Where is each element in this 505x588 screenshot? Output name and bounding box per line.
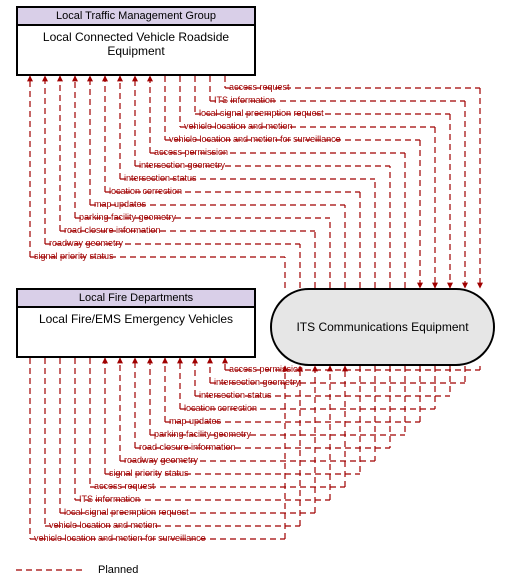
flow-label: location correction bbox=[109, 186, 182, 196]
node-top-header: Local Traffic Management Group bbox=[18, 8, 254, 26]
flow-label: access request bbox=[229, 82, 290, 92]
flow-label: access request bbox=[94, 481, 155, 491]
node-right: ITS Communications Equipment bbox=[270, 288, 495, 366]
flow-label: location correction bbox=[184, 403, 257, 413]
flow-label: vehicle location and motion bbox=[49, 520, 158, 530]
node-top: Local Traffic Management Group Local Con… bbox=[16, 6, 256, 76]
flow-label: signal priority status bbox=[34, 251, 114, 261]
flow-label: map updates bbox=[169, 416, 221, 426]
flow-label: signal priority status bbox=[109, 468, 189, 478]
flow-label: ITS information bbox=[214, 95, 275, 105]
flow-label: access permission bbox=[154, 147, 228, 157]
flow-label: local signal preemption request bbox=[64, 507, 189, 517]
flow-label: road closure information bbox=[139, 442, 236, 452]
legend: Planned bbox=[16, 564, 138, 576]
flow-label: vehicle location and motion for surveill… bbox=[34, 533, 206, 543]
flow-label: roadway geometry bbox=[49, 238, 123, 248]
node-right-title: ITS Communications Equipment bbox=[296, 320, 468, 334]
legend-dash bbox=[16, 568, 86, 572]
node-top-title: Local Connected Vehicle Roadside Equipme… bbox=[18, 26, 254, 62]
flow-label: intersection geometry bbox=[139, 160, 225, 170]
flow-label: ITS information bbox=[79, 494, 140, 504]
flow-label: parking facility geometry bbox=[79, 212, 176, 222]
flow-label: map updates bbox=[94, 199, 146, 209]
flow-label: vehicle location and motion for surveill… bbox=[169, 134, 341, 144]
node-mid-header: Local Fire Departments bbox=[18, 290, 254, 308]
node-mid: Local Fire Departments Local Fire/EMS Em… bbox=[16, 288, 256, 358]
legend-label: Planned bbox=[98, 564, 138, 576]
flow-label: intersection geometry bbox=[214, 377, 300, 387]
flow-label: local signal preemption request bbox=[199, 108, 324, 118]
flow-label: vehicle location and motion bbox=[184, 121, 293, 131]
flow-label: parking facility geometry bbox=[154, 429, 251, 439]
flow-label: roadway geometry bbox=[124, 455, 198, 465]
flow-label: access permission bbox=[229, 364, 303, 374]
flow-label: intersection status bbox=[124, 173, 197, 183]
flow-label: road closure information bbox=[64, 225, 161, 235]
node-mid-title: Local Fire/EMS Emergency Vehicles bbox=[18, 308, 254, 330]
flow-label: intersection status bbox=[199, 390, 272, 400]
